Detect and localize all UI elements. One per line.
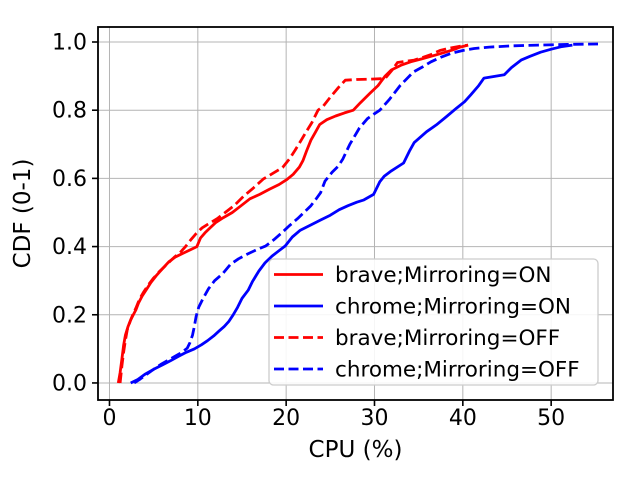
x-tick-label: 0 — [102, 406, 116, 431]
legend-label: chrome;Mirroring=OFF — [335, 358, 580, 383]
legend-label: brave;Mirroring=OFF — [335, 326, 560, 351]
legend-entry: chrome;Mirroring=ON — [274, 295, 571, 320]
series-line-brave-mirroring-off — [118, 43, 469, 384]
y-tick-label: 0.6 — [52, 167, 87, 192]
series-line-chrome-mirroring-on — [130, 43, 573, 385]
y-axis-label: CDF (0-1) — [10, 159, 36, 269]
ticks — [92, 41, 552, 406]
legend-label: brave;Mirroring=ON — [335, 263, 551, 288]
x-tick-label: 40 — [449, 406, 477, 431]
plot-frame — [97, 26, 614, 401]
x-tick-label: 10 — [184, 406, 212, 431]
x-tick-label: 30 — [360, 406, 388, 431]
y-tick-label: 0.4 — [52, 235, 87, 260]
series-line-chrome-mirroring-off — [133, 42, 599, 385]
legend: brave;Mirroring=ON chrome;Mirroring=ON bra… — [268, 258, 599, 386]
x-tick-label: 20 — [272, 406, 300, 431]
legend-entry: chrome;Mirroring=OFF — [274, 358, 580, 383]
legend-entry: brave;Mirroring=OFF — [274, 326, 560, 351]
y-tick-label: 0.2 — [52, 303, 87, 328]
legend-box — [268, 258, 599, 386]
y-tick-label: 0.8 — [52, 99, 87, 124]
x-tick-label: 50 — [537, 406, 565, 431]
y-tick-label: 0.0 — [52, 371, 87, 396]
x-axis-label: CPU (%) — [309, 437, 403, 463]
y-tick-label: 1.0 — [52, 31, 87, 56]
legend-label: chrome;Mirroring=ON — [335, 295, 571, 320]
legend-entry: brave;Mirroring=ON — [274, 263, 551, 288]
tick-labels: 0 10 20 30 40 50 0.0 0.2 0.4 0.6 0.8 1.0 — [52, 31, 565, 431]
